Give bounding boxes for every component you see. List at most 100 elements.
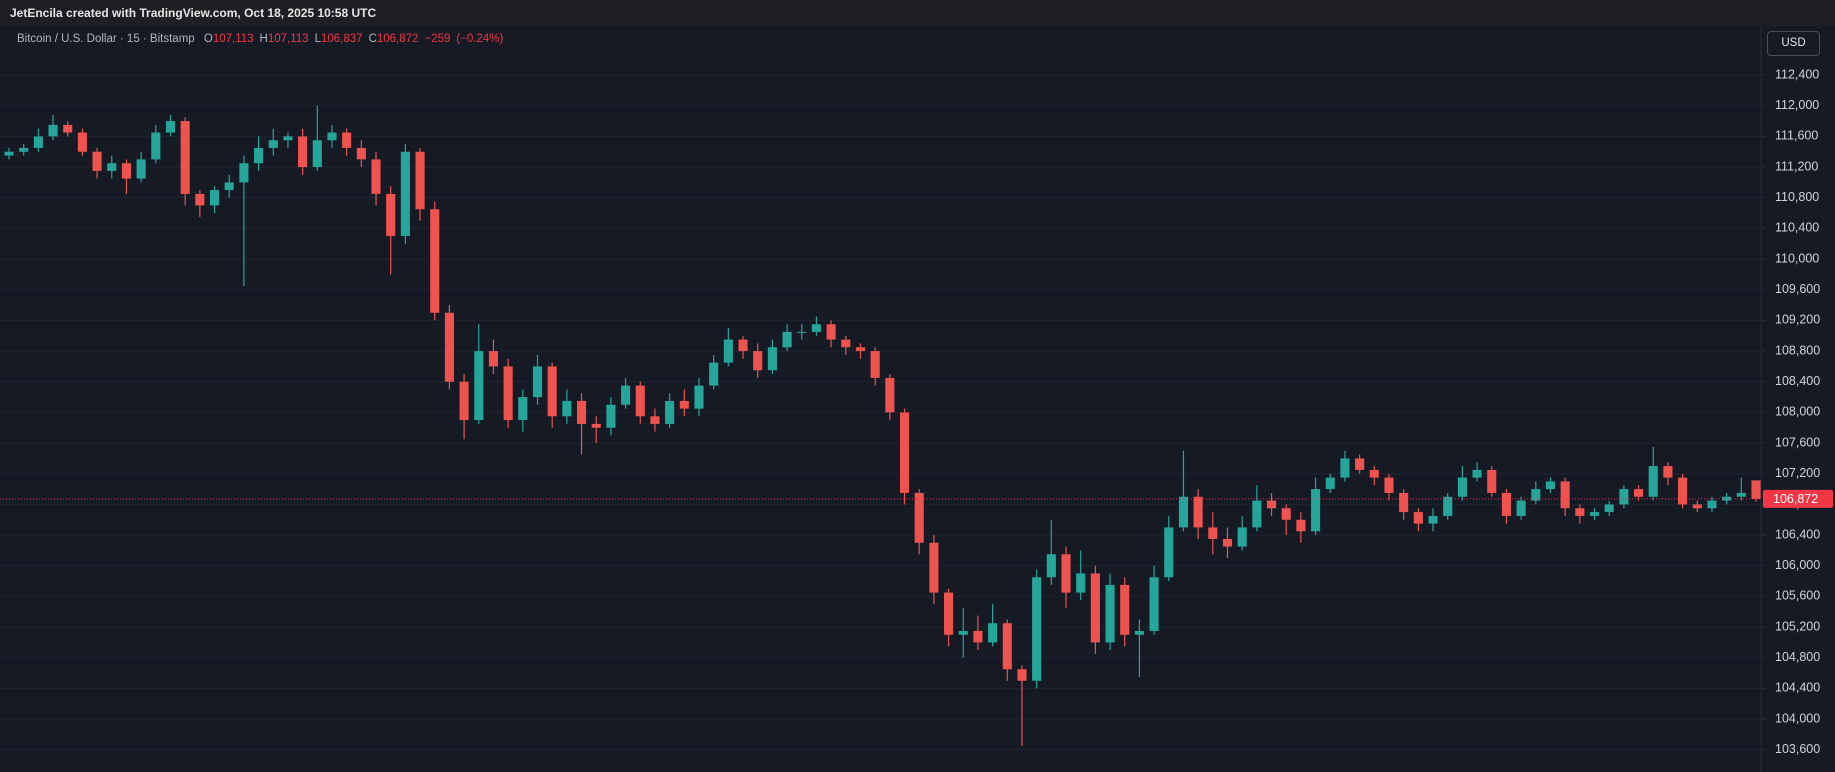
y-tick-label: 107,600: [1775, 435, 1820, 449]
candle-body: [870, 351, 880, 378]
candle-body: [929, 542, 939, 593]
candle-body: [576, 400, 587, 424]
candle-body: [356, 147, 366, 160]
candle-body: [136, 159, 146, 179]
candles: [4, 105, 1761, 746]
ohlc-value: 107,113: [212, 33, 254, 45]
candle-body: [1575, 508, 1585, 516]
candle-body: [1531, 489, 1541, 501]
candle-body: [650, 416, 660, 424]
candle-body: [121, 163, 131, 179]
candle-body: [1619, 489, 1629, 505]
candle-body: [1369, 469, 1379, 478]
ohlc-key: O: [203, 33, 213, 45]
candle-body: [48, 124, 58, 137]
candle-body: [415, 151, 425, 210]
candle-body: [1252, 500, 1262, 528]
candle-body: [239, 163, 249, 183]
candle-body: [1487, 469, 1497, 493]
candle-body: [254, 147, 264, 164]
candle-body: [1032, 577, 1042, 681]
candle-body: [1017, 669, 1027, 681]
candle-body: [1751, 480, 1761, 499]
candle-body: [1443, 496, 1453, 516]
header-bar: JetEncila created with TradingView.com, …: [0, 0, 1835, 26]
candle-body: [327, 132, 337, 141]
candle-body: [723, 339, 733, 363]
y-tick-label: 111,600: [1775, 129, 1818, 143]
candle-body: [1061, 554, 1071, 593]
candle-body: [1311, 489, 1321, 532]
candle-body: [312, 140, 322, 168]
y-tick-label: 106,000: [1775, 558, 1820, 572]
candle-body: [342, 132, 352, 148]
candle-body: [1413, 512, 1423, 524]
candle-body: [1707, 500, 1717, 509]
candle-body: [606, 404, 616, 428]
candle-body: [1281, 508, 1291, 520]
candle-body: [532, 366, 543, 398]
grid: [0, 74, 1761, 751]
candle-body: [180, 121, 190, 194]
candle-body: [1501, 492, 1511, 516]
candle-body: [782, 331, 792, 348]
y-tick-label: 110,800: [1775, 190, 1819, 204]
candle-body: [92, 151, 102, 171]
candle-body: [914, 492, 924, 543]
candle-body: [709, 362, 719, 386]
candle-body: [1692, 504, 1702, 509]
candle-body: [1340, 458, 1350, 478]
candle-body: [459, 381, 469, 421]
last-price-label: 106,872: [1773, 492, 1818, 506]
candle-body: [195, 193, 205, 206]
last-price-badge: [1763, 489, 1833, 508]
candle-body: [738, 339, 748, 352]
candle-body: [811, 324, 821, 332]
candle-body: [400, 151, 410, 237]
candle-body: [1663, 466, 1673, 478]
legend: Bitcoin / U.S. Dollar · 15 · Bitstamp O1…: [17, 33, 509, 45]
candle-body: [474, 351, 484, 421]
candle-body: [503, 366, 513, 421]
candle-body: [562, 400, 572, 417]
candle-body: [1457, 477, 1467, 497]
candle-body: [944, 592, 954, 635]
ohlc-value: 106,837: [320, 33, 363, 45]
y-tick-label: 109,200: [1775, 313, 1820, 327]
candle-body: [591, 423, 601, 428]
candle-body: [1428, 515, 1438, 524]
candle-body: [371, 159, 381, 194]
ohlc-value: 106,872: [376, 33, 419, 45]
y-tick-label: 104,400: [1775, 681, 1820, 695]
candle-body: [753, 351, 763, 371]
plot-area: [0, 26, 1761, 772]
candle-body: [386, 193, 396, 237]
candle-body: [19, 147, 29, 152]
y-tick-label: 105,600: [1775, 589, 1820, 603]
y-tick-label: 109,600: [1775, 282, 1820, 296]
y-tick-label: 112,000: [1775, 98, 1819, 112]
candle-body: [518, 397, 528, 421]
candle-body: [1134, 630, 1144, 635]
candle-body: [767, 347, 777, 371]
currency-button[interactable]: USD: [1767, 31, 1820, 56]
candle-body: [430, 209, 440, 313]
candle-body: [1399, 492, 1409, 513]
y-tick-label: 112,400: [1775, 67, 1819, 81]
symbol: Bitcoin / U.S. Dollar · 15 · Bitstamp: [17, 33, 195, 45]
header-text: JetEncila created with TradingView.com, …: [10, 6, 377, 20]
candle-body: [4, 151, 14, 156]
candle-body: [1296, 519, 1306, 532]
candle-body: [33, 136, 43, 148]
candle-body: [841, 339, 851, 348]
candle-body: [107, 163, 117, 171]
candle-body: [1105, 584, 1115, 643]
candle-body: [621, 385, 631, 405]
ohlc-key: L: [314, 33, 321, 45]
y-tick-label: 110,400: [1775, 221, 1819, 235]
ohlc-value: 107,113: [267, 33, 309, 45]
candle-body: [679, 400, 689, 409]
y-tick-label: 104,800: [1775, 650, 1820, 664]
candle-body: [77, 132, 87, 152]
